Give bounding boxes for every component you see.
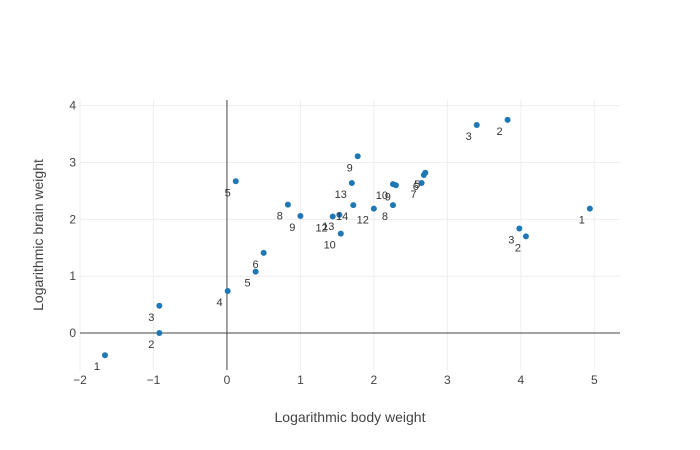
x-tick-label: 5 <box>591 373 598 387</box>
point-label: 10 <box>324 240 336 252</box>
x-tick-label: 1 <box>297 373 304 387</box>
point-label: 3 <box>148 312 154 324</box>
point-label: 6 <box>413 181 419 193</box>
y-tick-label: 4 <box>69 99 76 113</box>
data-point <box>101 352 108 359</box>
data-point <box>516 225 523 232</box>
data-point <box>392 182 399 189</box>
y-tick-label: 3 <box>69 156 76 170</box>
data-point <box>336 211 343 218</box>
point-label: 13 <box>322 221 334 233</box>
point-label: 8 <box>277 211 283 223</box>
y-tick-label: 2 <box>69 212 76 226</box>
point-label: 12 <box>315 223 327 235</box>
point-label: 9 <box>347 162 353 174</box>
grid-lines <box>79 100 620 370</box>
data-point <box>522 233 529 240</box>
data-point <box>473 122 480 129</box>
point-label: 5 <box>225 187 231 199</box>
data-points <box>101 116 593 359</box>
data-point <box>156 330 163 337</box>
point-label: 5 <box>244 278 250 290</box>
y-axis-title: Logarithmic brain weight <box>30 159 46 311</box>
x-axis-title: Logarithmic body weight <box>275 409 426 425</box>
x-tick-label: 4 <box>517 373 524 387</box>
point-label: 2 <box>515 242 521 254</box>
point-label: 7 <box>411 189 417 201</box>
y-tick-label: 0 <box>69 326 76 340</box>
x-tick-label: 0 <box>224 373 231 387</box>
data-point <box>337 230 344 237</box>
data-point <box>389 202 396 209</box>
data-point <box>329 213 336 220</box>
point-label: 12 <box>357 215 369 227</box>
point-label: 6 <box>253 259 259 271</box>
data-point <box>354 153 361 160</box>
point-label: 9 <box>289 222 295 234</box>
point-label: 1 <box>579 215 585 227</box>
data-point <box>370 205 377 212</box>
data-point <box>348 179 355 186</box>
x-tick-label: 2 <box>371 373 378 387</box>
point-label: 3 <box>466 131 472 143</box>
data-point <box>252 268 259 275</box>
x-tick-label: −2 <box>73 373 87 387</box>
zero-lines <box>80 100 620 370</box>
plot-background <box>80 100 620 370</box>
point-label: 8 <box>382 211 388 223</box>
data-point <box>260 249 267 256</box>
point-label: 5 <box>414 179 420 191</box>
data-point <box>350 202 357 209</box>
point-label: 10 <box>376 190 388 202</box>
x-axis-ticks: −2 −1 0 1 2 3 4 5 <box>73 373 598 387</box>
point-label: 3 <box>508 234 514 246</box>
data-point <box>297 212 304 219</box>
data-point <box>418 179 425 186</box>
data-point <box>586 205 593 212</box>
y-axis-ticks: 0 1 2 3 4 <box>69 99 76 340</box>
y-tick-label: 1 <box>69 269 76 283</box>
point-label: 1 <box>94 361 100 373</box>
data-point <box>504 116 511 123</box>
data-point <box>232 178 239 185</box>
data-point <box>284 201 291 208</box>
data-point <box>224 287 231 294</box>
point-label: 2 <box>496 126 502 138</box>
x-tick-label: −1 <box>147 373 161 387</box>
x-tick-label: 3 <box>444 373 451 387</box>
data-point <box>422 169 429 176</box>
point-label: 14 <box>336 211 348 223</box>
point-label: 9 <box>385 191 391 203</box>
point-label: 13 <box>335 189 347 201</box>
data-point <box>156 302 163 309</box>
point-label: 4 <box>217 297 223 309</box>
point-label: 2 <box>148 339 154 351</box>
